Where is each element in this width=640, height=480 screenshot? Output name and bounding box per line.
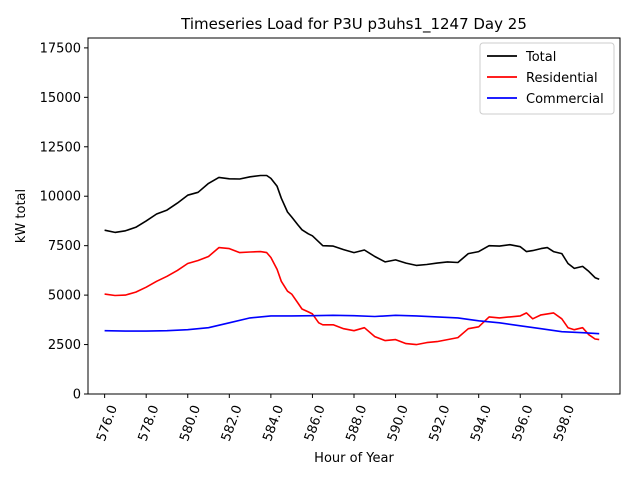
- legend-label-residential: Residential: [526, 71, 598, 86]
- x-tick-label: 586.0: [302, 403, 329, 443]
- x-tick-label: 588.0: [343, 403, 370, 443]
- legend-label-commercial: Commercial: [526, 92, 604, 107]
- x-tick-label: 594.0: [468, 403, 495, 443]
- x-tick-label: 578.0: [136, 403, 163, 443]
- x-tick-label: 596.0: [510, 403, 537, 443]
- x-axis: 576.0 578.0 580.0 582.0 584.0 586.0 588.0 590.0…: [94, 394, 578, 443]
- legend-box: [479, 42, 615, 115]
- x-tick-label: 598.0: [551, 403, 578, 443]
- legend-label-total: Total: [525, 50, 556, 65]
- y-tick-label: 0: [73, 388, 81, 403]
- y-tick-label: 17500: [40, 41, 81, 56]
- y-axis-label: kW total: [14, 189, 29, 243]
- series-line-residential: [104, 246, 600, 346]
- chart-title: Timeseries Load for P3U p3uhs1_1247 Day …: [180, 15, 527, 34]
- x-tick-label: 592.0: [427, 403, 454, 443]
- y-tick-label: 15000: [40, 91, 81, 106]
- series-line-total: [104, 174, 600, 281]
- series-line-commercial: [104, 314, 600, 335]
- x-tick-label: 590.0: [385, 403, 412, 443]
- y-tick-label: 5000: [48, 289, 81, 304]
- x-tick-label: 576.0: [94, 403, 121, 443]
- x-tick-label: 582.0: [219, 403, 246, 443]
- y-axis: 0 2500 5000 7500 10000 12500 15000 17500: [40, 41, 88, 403]
- y-tick-label: 10000: [40, 190, 81, 205]
- x-tick-label: 580.0: [177, 403, 204, 443]
- y-tick-label: 2500: [48, 338, 81, 353]
- x-tick-label: 584.0: [260, 403, 287, 443]
- legend: Total Residential Commercial: [479, 42, 615, 115]
- x-axis-label: Hour of Year: [314, 451, 394, 466]
- y-tick-label: 12500: [40, 140, 81, 155]
- series-layer: [104, 174, 600, 346]
- y-tick-label: 7500: [48, 239, 81, 254]
